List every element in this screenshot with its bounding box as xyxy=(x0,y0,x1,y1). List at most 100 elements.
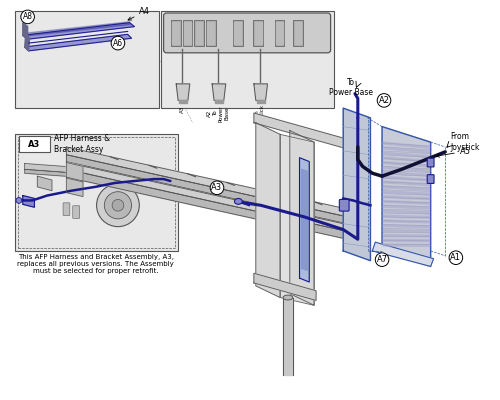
Polygon shape xyxy=(172,22,179,44)
Polygon shape xyxy=(256,123,280,298)
Polygon shape xyxy=(66,155,343,224)
FancyBboxPatch shape xyxy=(171,20,180,46)
Circle shape xyxy=(104,192,132,219)
Polygon shape xyxy=(383,191,430,195)
Polygon shape xyxy=(382,127,430,266)
Polygon shape xyxy=(383,176,430,181)
Polygon shape xyxy=(383,152,430,158)
Circle shape xyxy=(210,181,224,194)
Polygon shape xyxy=(24,34,132,51)
Polygon shape xyxy=(23,23,134,39)
Circle shape xyxy=(377,94,391,107)
Polygon shape xyxy=(383,244,430,246)
Polygon shape xyxy=(66,147,343,216)
Text: A1: A1 xyxy=(450,253,462,262)
FancyBboxPatch shape xyxy=(254,20,263,46)
FancyBboxPatch shape xyxy=(164,13,330,53)
FancyBboxPatch shape xyxy=(73,206,80,218)
Polygon shape xyxy=(215,100,223,103)
FancyBboxPatch shape xyxy=(427,175,434,184)
Polygon shape xyxy=(383,225,430,228)
Text: To
Power Base: To Power Base xyxy=(329,78,373,98)
Polygon shape xyxy=(24,34,29,51)
Text: A3: A3 xyxy=(212,183,222,192)
Polygon shape xyxy=(255,22,262,44)
Polygon shape xyxy=(290,130,314,305)
Polygon shape xyxy=(66,169,343,238)
Text: A6: A6 xyxy=(113,39,123,48)
Polygon shape xyxy=(283,298,292,375)
FancyBboxPatch shape xyxy=(427,158,434,167)
Text: A3: A3 xyxy=(180,105,184,112)
FancyBboxPatch shape xyxy=(293,20,303,46)
Circle shape xyxy=(111,36,124,50)
FancyBboxPatch shape xyxy=(194,20,204,46)
Polygon shape xyxy=(383,162,430,167)
Polygon shape xyxy=(66,177,83,196)
Text: A8: A8 xyxy=(22,12,32,21)
Polygon shape xyxy=(254,273,316,300)
Text: From
Joystick: From Joystick xyxy=(450,132,480,152)
Polygon shape xyxy=(38,176,52,191)
FancyBboxPatch shape xyxy=(63,203,70,216)
FancyBboxPatch shape xyxy=(15,11,159,108)
Circle shape xyxy=(96,184,140,227)
Polygon shape xyxy=(343,108,370,261)
Polygon shape xyxy=(383,157,430,162)
Polygon shape xyxy=(383,196,430,200)
FancyBboxPatch shape xyxy=(340,200,349,211)
Text: A3: A3 xyxy=(28,140,40,148)
Polygon shape xyxy=(383,230,430,232)
FancyBboxPatch shape xyxy=(233,20,242,46)
Circle shape xyxy=(21,10,34,24)
Text: From
Joystick: From Joystick xyxy=(254,105,265,126)
Text: This AFP Harness and Bracket Assembly, A3,
replaces all previous versions. The A: This AFP Harness and Bracket Assembly, A… xyxy=(17,254,174,274)
Text: A4: A4 xyxy=(128,7,150,20)
Polygon shape xyxy=(383,181,430,186)
Polygon shape xyxy=(372,242,434,266)
Polygon shape xyxy=(383,215,430,218)
FancyBboxPatch shape xyxy=(275,20,284,46)
Text: A7: A7 xyxy=(376,255,388,264)
Polygon shape xyxy=(24,169,157,183)
Polygon shape xyxy=(383,186,430,190)
Polygon shape xyxy=(383,200,430,204)
Polygon shape xyxy=(383,147,430,153)
Polygon shape xyxy=(23,23,28,39)
FancyBboxPatch shape xyxy=(160,11,334,108)
Polygon shape xyxy=(383,220,430,223)
Text: AFP Harness &
Bracket Assy: AFP Harness & Bracket Assy xyxy=(54,134,110,154)
Polygon shape xyxy=(383,205,430,209)
Text: A2
To
Power
Base: A2 To Power Base xyxy=(207,105,229,122)
Polygon shape xyxy=(383,171,430,176)
Polygon shape xyxy=(24,164,157,179)
Polygon shape xyxy=(280,134,314,305)
Circle shape xyxy=(16,198,22,203)
Polygon shape xyxy=(176,84,190,100)
Ellipse shape xyxy=(283,295,292,300)
Circle shape xyxy=(376,253,389,266)
Polygon shape xyxy=(23,196,34,207)
FancyBboxPatch shape xyxy=(15,134,178,251)
Polygon shape xyxy=(66,162,83,182)
Polygon shape xyxy=(383,142,430,148)
Polygon shape xyxy=(179,100,187,103)
Text: A5: A5 xyxy=(436,147,471,157)
Polygon shape xyxy=(212,84,226,100)
Polygon shape xyxy=(294,22,302,44)
Polygon shape xyxy=(276,22,283,44)
Polygon shape xyxy=(383,239,430,242)
Polygon shape xyxy=(254,113,358,152)
Polygon shape xyxy=(300,158,309,282)
Polygon shape xyxy=(66,162,343,230)
FancyBboxPatch shape xyxy=(19,136,50,152)
Polygon shape xyxy=(383,210,430,214)
FancyBboxPatch shape xyxy=(206,20,216,46)
Circle shape xyxy=(449,251,462,264)
Polygon shape xyxy=(234,22,242,44)
Ellipse shape xyxy=(234,198,242,204)
Polygon shape xyxy=(383,166,430,172)
Circle shape xyxy=(112,200,124,211)
Polygon shape xyxy=(184,22,191,44)
Text: A2: A2 xyxy=(378,96,390,105)
